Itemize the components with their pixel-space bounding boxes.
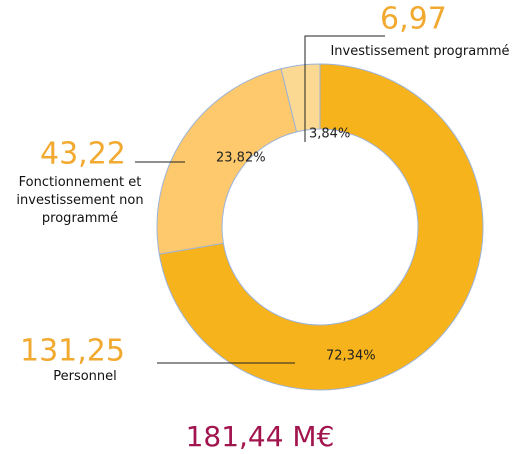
value-label: 6,97 xyxy=(380,2,447,37)
percentage-label: 23,82% xyxy=(216,151,266,166)
total-label: 181,44 M€ xyxy=(186,420,335,453)
category-label: Investissement programmé xyxy=(330,44,510,59)
slice xyxy=(280,63,321,133)
category-label: Fonctionnement et investissement non pro… xyxy=(16,175,144,226)
slice xyxy=(158,63,484,391)
leader-line xyxy=(304,35,385,142)
percentage-label: 3,84% xyxy=(309,127,350,142)
category-label: Personnel xyxy=(53,369,117,384)
percentage-label: 72,34% xyxy=(326,349,376,364)
slice xyxy=(156,68,298,255)
value-label: 43,22 xyxy=(40,137,126,172)
value-label: 131,25 xyxy=(20,334,125,369)
